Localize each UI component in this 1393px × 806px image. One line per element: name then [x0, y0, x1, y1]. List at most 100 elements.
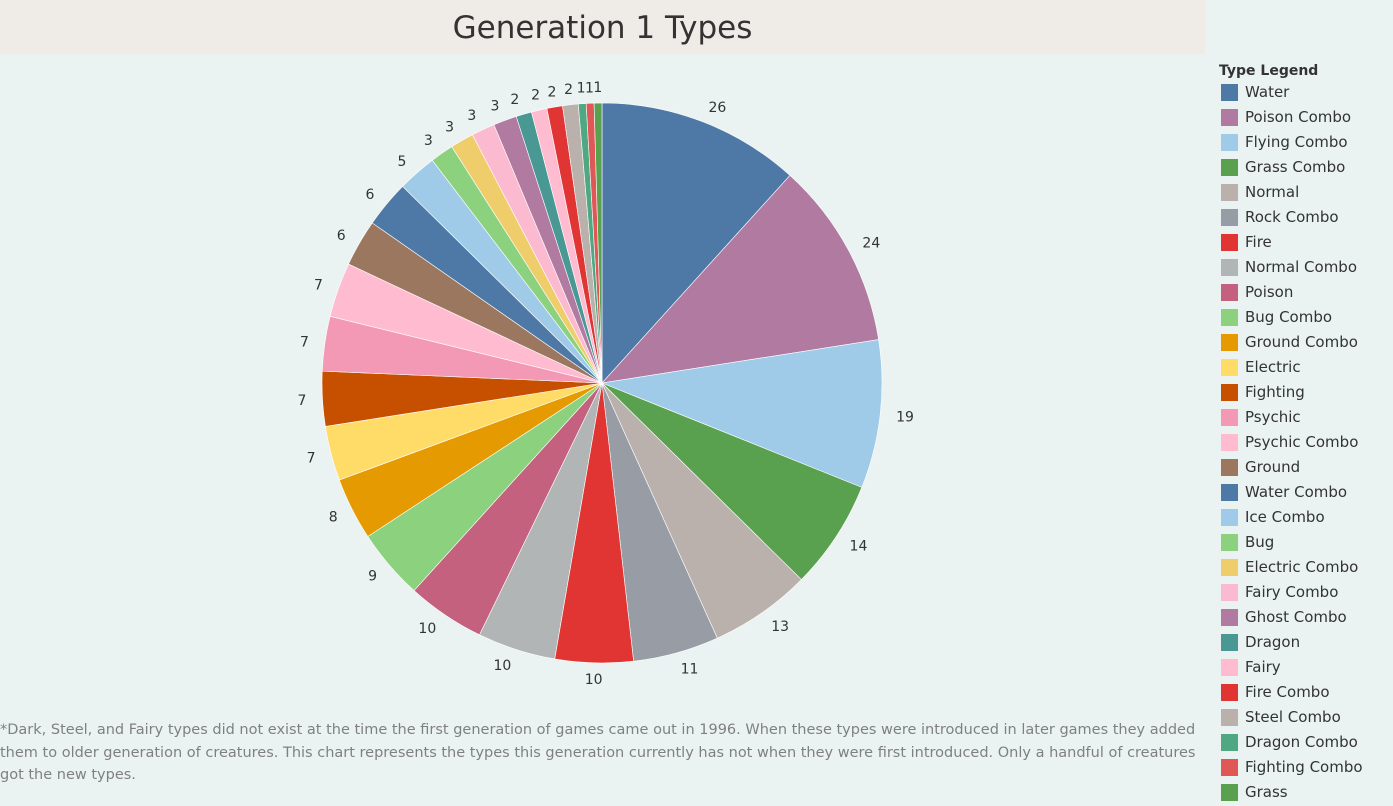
legend-swatch	[1221, 184, 1238, 201]
legend-item[interactable]: Water Combo	[1219, 481, 1393, 506]
slice-value-label: 24	[862, 235, 880, 251]
legend-swatch	[1221, 234, 1238, 251]
legend-item[interactable]: Bug Combo	[1219, 306, 1393, 331]
legend-item[interactable]: Poison	[1219, 281, 1393, 306]
legend-item[interactable]: Ice Combo	[1219, 506, 1393, 531]
legend-label: Fighting Combo	[1245, 758, 1363, 776]
legend-swatch	[1221, 734, 1238, 751]
slice-value-label: 2	[531, 88, 540, 104]
legend-swatch	[1221, 709, 1238, 726]
footnote: *Dark, Steel, and Fairy types did not ex…	[0, 722, 1196, 783]
legend-swatch	[1221, 359, 1238, 376]
legend-item[interactable]: Ghost Combo	[1219, 606, 1393, 631]
legend-label: Dragon Combo	[1245, 733, 1358, 751]
legend-swatch	[1221, 159, 1238, 176]
legend-label: Fighting	[1245, 383, 1305, 401]
legend-label: Flying Combo	[1245, 133, 1348, 151]
slice-value-label: 6	[337, 228, 346, 244]
legend-label: Fire	[1245, 233, 1272, 251]
slice-value-label: 11	[681, 661, 699, 677]
legend-item[interactable]: Psychic Combo	[1219, 431, 1393, 456]
legend-item[interactable]: Dragon	[1219, 631, 1393, 656]
legend-label: Normal	[1245, 183, 1300, 201]
slice-value-label: 2	[510, 92, 519, 108]
slice-value-label: 10	[494, 658, 512, 674]
slice-value-label: 3	[424, 133, 433, 149]
legend-swatch	[1221, 334, 1238, 351]
legend-label: Dragon	[1245, 633, 1301, 651]
legend-item[interactable]: Steel Combo	[1219, 706, 1393, 731]
legend-label: Ground Combo	[1245, 333, 1358, 351]
legend-item[interactable]: Flying Combo	[1219, 131, 1393, 156]
legend-swatch	[1221, 384, 1238, 401]
slice-value-label: 26	[708, 100, 726, 116]
legend-swatch	[1221, 134, 1238, 151]
legend-swatch	[1221, 434, 1238, 451]
legend-swatch	[1221, 209, 1238, 226]
legend-label: Fairy	[1245, 658, 1281, 676]
legend-label: Psychic Combo	[1245, 433, 1359, 451]
slice-value-label: 10	[418, 621, 436, 637]
legend-swatch	[1221, 534, 1238, 551]
legend-item[interactable]: Fire Combo	[1219, 681, 1393, 706]
legend-swatch	[1221, 484, 1238, 501]
legend-item[interactable]: Ground	[1219, 456, 1393, 481]
legend-item[interactable]: Fighting Combo	[1219, 756, 1393, 781]
legend-item[interactable]: Water	[1219, 81, 1393, 106]
legend-swatch	[1221, 284, 1238, 301]
slice-value-label: 7	[300, 334, 309, 350]
legend-label: Ice Combo	[1245, 508, 1325, 526]
legend-item[interactable]: Dragon Combo	[1219, 731, 1393, 756]
legend-swatch	[1221, 309, 1238, 326]
legend-item[interactable]: Psychic	[1219, 406, 1393, 431]
legend-swatch	[1221, 509, 1238, 526]
type-legend: Type Legend Water Poison Combo Flying Comb…	[1219, 61, 1393, 806]
pie-slice-poison-combo[interactable]	[601, 175, 879, 384]
pie-slice-flying-combo[interactable]	[600, 339, 883, 488]
legend-swatch	[1221, 259, 1238, 276]
legend-item[interactable]: Grass Combo	[1219, 156, 1393, 181]
legend-swatch	[1221, 84, 1238, 101]
legend-item[interactable]: Ground Combo	[1219, 331, 1393, 356]
legend-swatch	[1221, 759, 1238, 776]
legend-label: Fire Combo	[1245, 683, 1330, 701]
legend-item[interactable]: Fairy Combo	[1219, 581, 1393, 606]
slice-value-label: 7	[298, 393, 307, 409]
slice-value-label: 6	[365, 187, 374, 203]
legend-item[interactable]: Poison Combo	[1219, 106, 1393, 131]
legend-item[interactable]: Grass	[1219, 781, 1393, 806]
legend-item[interactable]: Normal	[1219, 181, 1393, 206]
legend-item[interactable]: Electric	[1219, 356, 1393, 381]
legend-item[interactable]: Bug	[1219, 531, 1393, 556]
legend-item[interactable]: Fire	[1219, 231, 1393, 256]
legend-item[interactable]: Electric Combo	[1219, 556, 1393, 581]
legend-label: Bug Combo	[1245, 308, 1333, 326]
legend-item[interactable]: Normal Combo	[1219, 256, 1393, 281]
slice-value-label: 3	[467, 108, 476, 124]
legend-label: Grass Combo	[1245, 158, 1346, 176]
legend-item[interactable]: Fighting	[1219, 381, 1393, 406]
slice-value-label: 1	[585, 80, 594, 96]
legend-label: Grass	[1245, 783, 1288, 801]
legend-item[interactable]: Fairy	[1219, 656, 1393, 681]
pie-slice-water[interactable]	[601, 102, 791, 384]
legend-swatch	[1221, 584, 1238, 601]
legend-item[interactable]: Rock Combo	[1219, 206, 1393, 231]
slice-value-label: 5	[398, 154, 407, 170]
legend-label: Electric Combo	[1245, 558, 1359, 576]
slice-value-label: 8	[329, 509, 338, 525]
pie-slice-grass[interactable]	[593, 102, 603, 384]
legend-swatch	[1221, 459, 1238, 476]
legend-label: Poison	[1245, 283, 1294, 301]
legend-label: Rock Combo	[1245, 208, 1339, 226]
legend-swatch	[1221, 659, 1238, 676]
slice-value-label: 19	[896, 409, 914, 425]
legend-swatch	[1221, 784, 1238, 801]
legend-label: Fairy Combo	[1245, 583, 1339, 601]
slice-value-label: 7	[314, 277, 323, 293]
legend-swatch	[1221, 684, 1238, 701]
slice-value-label: 2	[548, 84, 557, 100]
slice-value-label: 14	[850, 538, 868, 554]
legend-swatch	[1221, 634, 1238, 651]
